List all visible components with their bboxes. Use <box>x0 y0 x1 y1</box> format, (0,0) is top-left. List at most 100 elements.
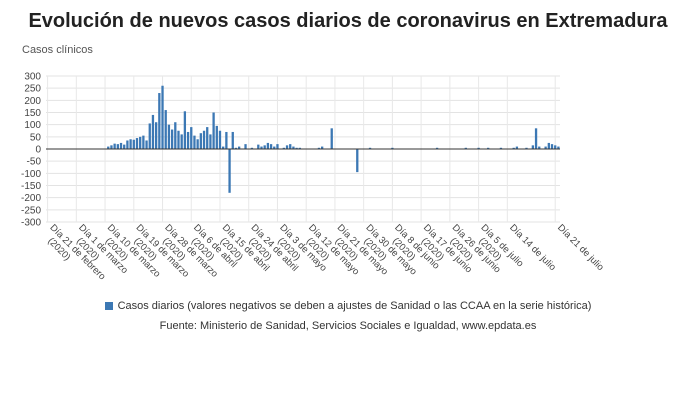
bar <box>356 149 359 173</box>
bar <box>321 146 324 149</box>
chart-legend: Casos diarios (valores negativos se debe… <box>0 300 696 312</box>
bar <box>234 147 238 149</box>
bar <box>129 139 132 149</box>
y-tick-label: -250 <box>21 205 41 216</box>
bar <box>183 111 187 149</box>
bar <box>202 130 206 149</box>
bar <box>154 122 158 149</box>
bar <box>148 123 151 149</box>
bar <box>368 147 372 149</box>
bar <box>107 146 110 149</box>
bar <box>132 139 135 149</box>
bar <box>525 147 528 149</box>
bar <box>164 110 167 149</box>
y-tick-label: 300 <box>24 72 41 83</box>
bar <box>225 131 228 149</box>
x-tick-label: Día 21 de julio <box>555 222 606 273</box>
bar <box>391 147 394 149</box>
bar <box>110 145 113 149</box>
y-tick-label: -300 <box>21 218 41 229</box>
bar <box>330 128 333 149</box>
bar <box>135 138 139 149</box>
bar <box>477 147 480 149</box>
bar <box>266 142 270 149</box>
bar <box>250 147 254 149</box>
y-tick-label: 200 <box>24 96 41 107</box>
bar <box>158 93 161 149</box>
bar <box>177 130 180 149</box>
bar <box>531 145 535 149</box>
y-tick-labels: -300 -250-200-150-100-500 5010015020025030… <box>21 72 41 229</box>
y-tick-label: 50 <box>30 132 42 143</box>
bar <box>260 146 263 149</box>
bar <box>285 145 289 149</box>
bar <box>237 146 241 149</box>
bar <box>193 135 196 149</box>
bar <box>263 145 266 149</box>
chart-title: Evolución de nuevos casos diarios de cor… <box>28 10 668 32</box>
bar <box>145 140 148 149</box>
bar <box>142 135 145 149</box>
bar <box>289 144 292 149</box>
bar <box>222 146 225 149</box>
x-tick-label-group: Día 21 de julio <box>555 222 606 273</box>
bar <box>209 134 212 149</box>
bar <box>139 136 142 149</box>
bar <box>244 144 247 149</box>
bar <box>167 124 171 149</box>
bar <box>174 122 177 149</box>
y-tick-label: 250 <box>24 84 41 95</box>
y-tick-label: -150 <box>21 181 41 192</box>
bar-chart: -300 -250-200-150-100-500 5010015020025030… <box>21 72 606 283</box>
y-axis-unit-label: Casos clínicos <box>22 44 93 56</box>
bar <box>231 131 234 149</box>
bar <box>557 146 560 149</box>
bar <box>512 147 515 149</box>
y-tick-label: 150 <box>24 108 41 119</box>
bar <box>273 146 276 149</box>
bar <box>186 131 190 149</box>
bar <box>317 147 321 149</box>
bar <box>257 144 260 149</box>
bar <box>170 129 174 149</box>
bar <box>190 127 193 149</box>
bar <box>487 147 490 149</box>
legend-swatch <box>104 302 113 311</box>
bar <box>544 146 547 149</box>
x-tick-labels: Día 21 de febrero(2020) Día 1 de marzo(20… <box>45 222 606 282</box>
y-tick-label: -200 <box>21 193 41 204</box>
bar <box>196 139 199 149</box>
bar <box>292 146 295 149</box>
bar <box>228 149 231 193</box>
bar <box>547 142 550 149</box>
bar <box>206 127 209 149</box>
bar <box>435 147 439 149</box>
bar <box>180 134 183 149</box>
bar <box>515 146 519 149</box>
source-note: Fuente: Ministerio de Sanidad, Servicios… <box>159 320 537 332</box>
bar <box>298 147 301 149</box>
bar <box>126 140 129 149</box>
bar <box>215 125 218 149</box>
bar <box>161 85 164 149</box>
bar <box>119 142 123 149</box>
bar <box>218 130 222 149</box>
bar <box>269 144 273 149</box>
bar <box>282 147 285 149</box>
bar <box>534 128 538 149</box>
bar-layer <box>107 85 560 193</box>
y-tick-label: -100 <box>21 169 41 180</box>
bar <box>499 147 503 149</box>
bar <box>295 147 298 149</box>
bar <box>538 146 541 149</box>
bar <box>151 114 155 149</box>
bar <box>123 144 126 149</box>
bar <box>464 147 467 149</box>
bar <box>554 145 557 149</box>
bar <box>199 133 202 149</box>
bar <box>113 143 116 149</box>
y-tick-label: 100 <box>24 120 41 131</box>
bar <box>276 144 279 149</box>
y-tick-label: -50 <box>27 157 42 168</box>
bar <box>212 112 215 149</box>
